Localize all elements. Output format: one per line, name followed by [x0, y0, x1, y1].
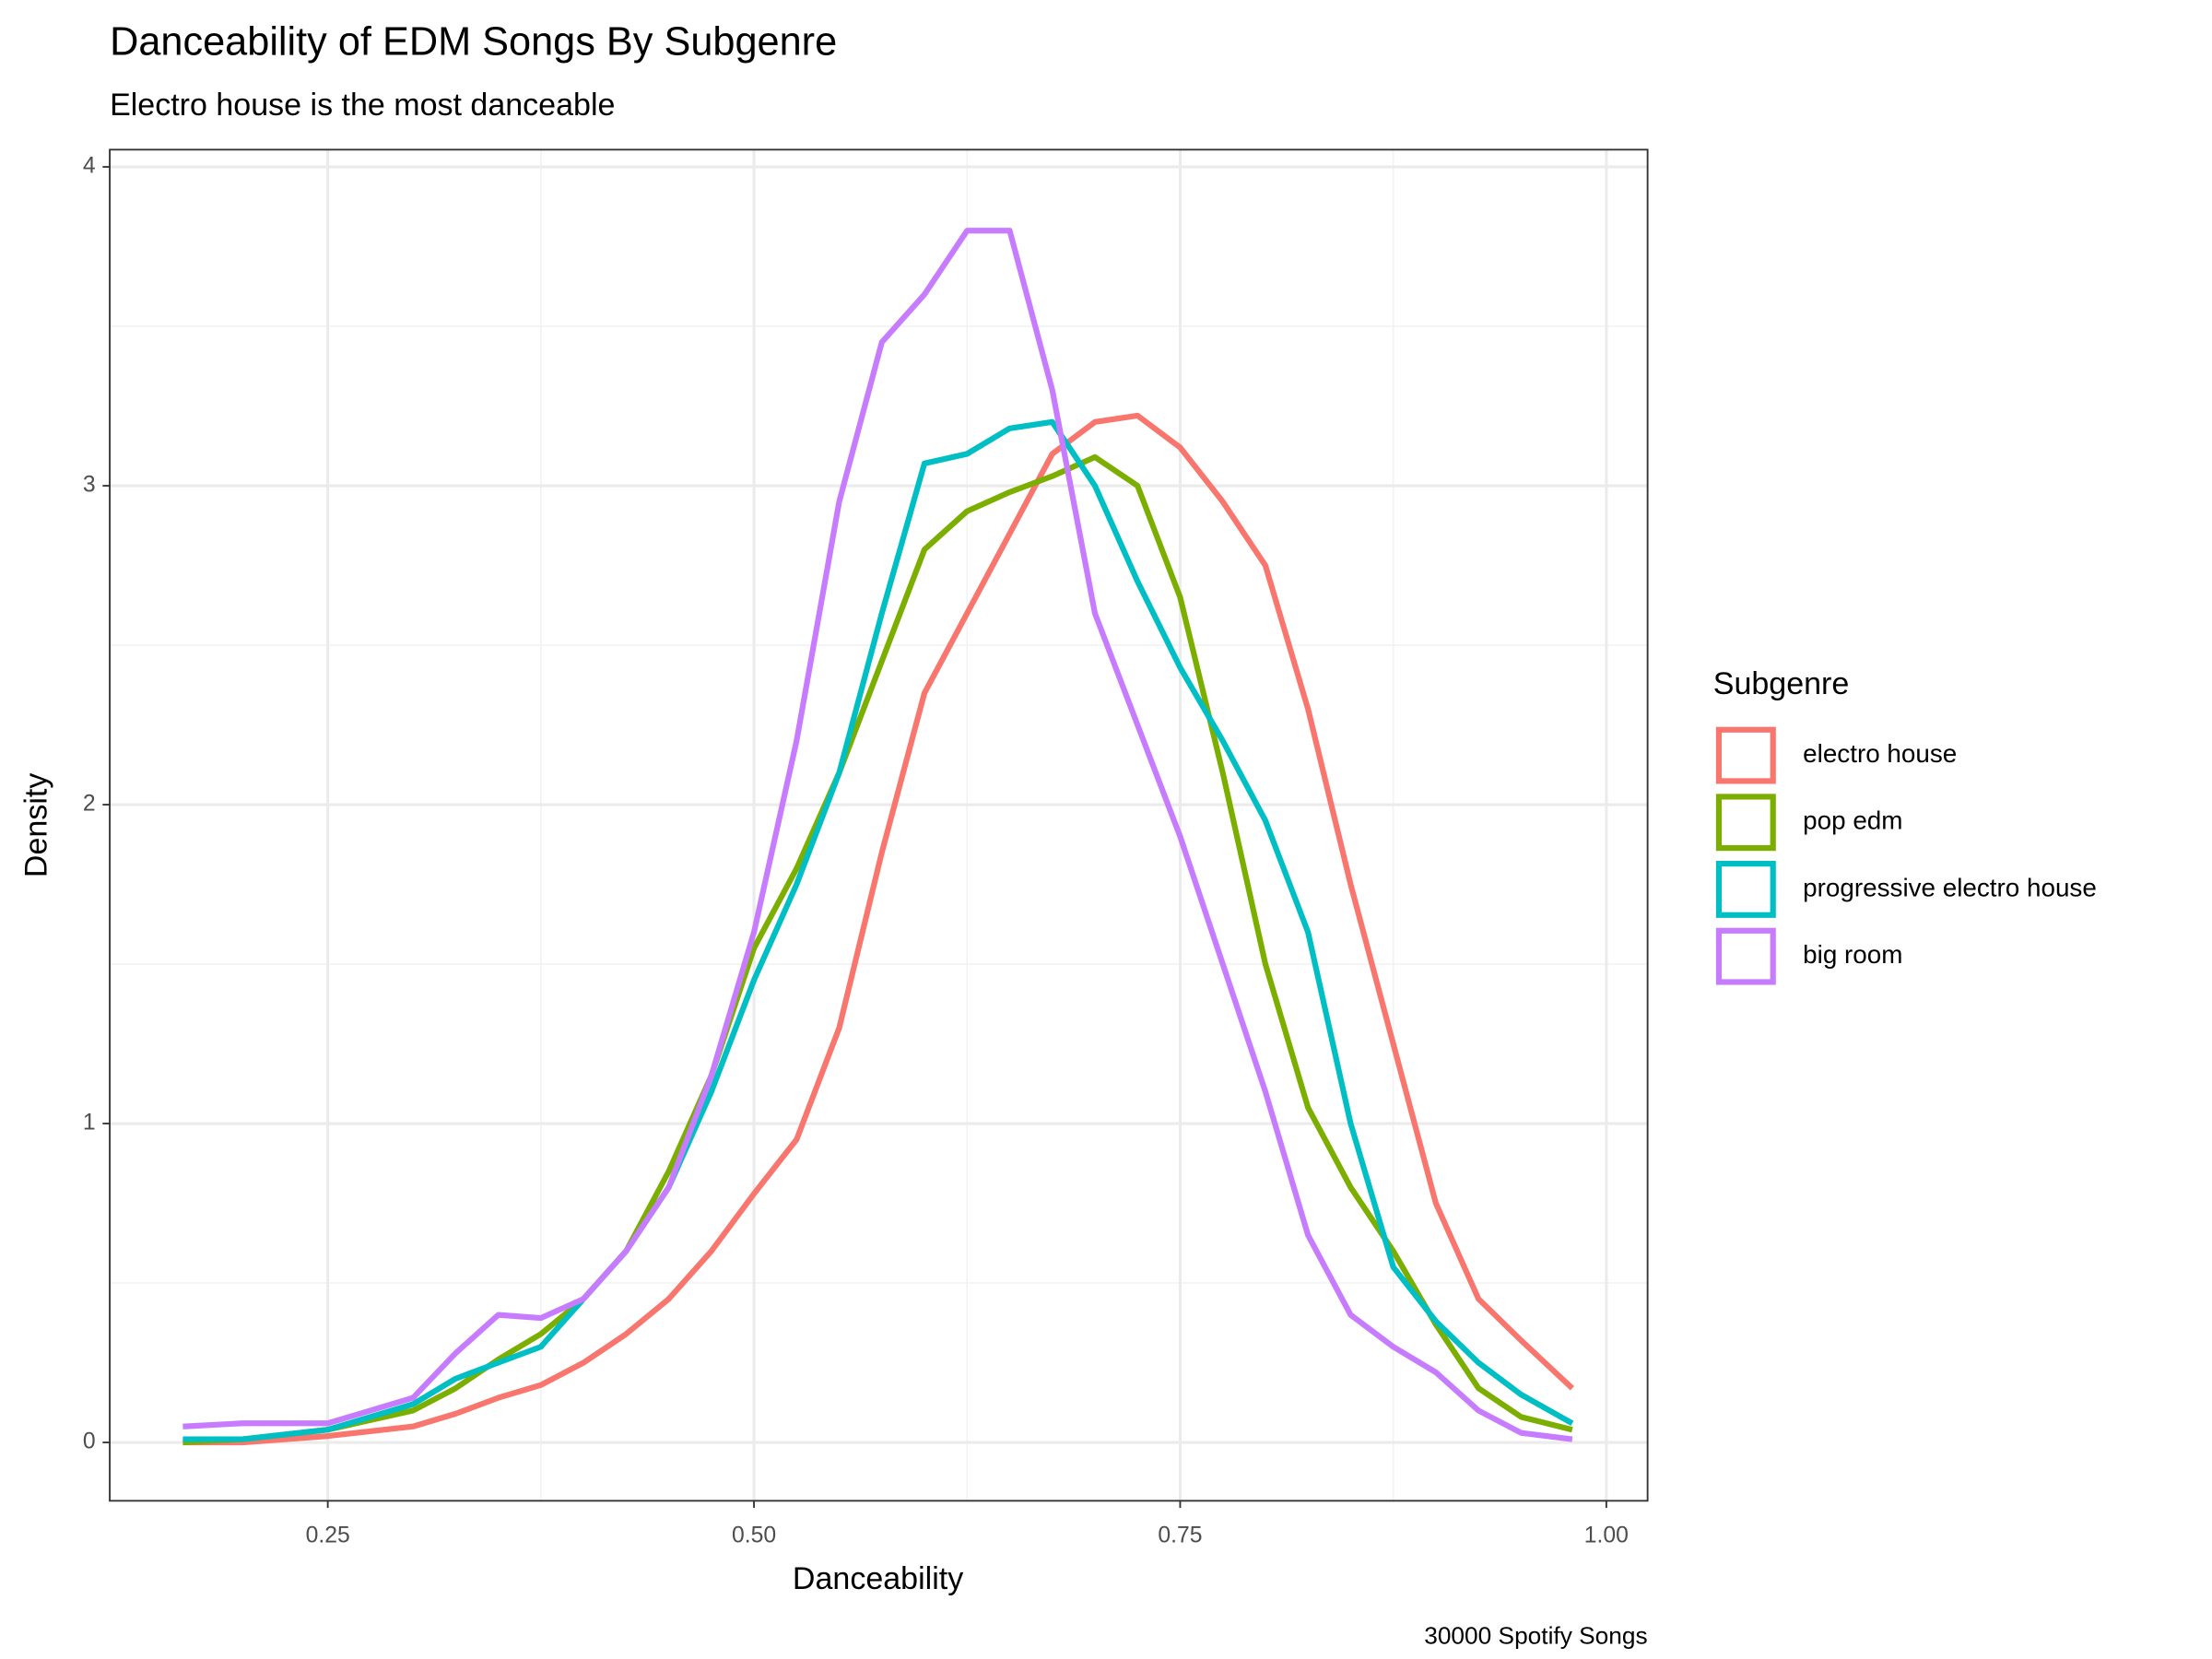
legend-label: electro house — [1803, 739, 1957, 768]
x-tick-label: 0.50 — [732, 1524, 776, 1548]
legend-label: pop edm — [1803, 806, 1902, 835]
legend-label: progressive electro house — [1803, 873, 2097, 901]
grid — [110, 149, 1648, 1501]
legend-key — [1715, 726, 1776, 784]
y-tick-label: 4 — [83, 154, 96, 179]
y-tick-label: 1 — [83, 1111, 96, 1135]
legend-label: big room — [1803, 940, 1902, 969]
density-line — [182, 228, 1573, 1442]
legend-key — [1715, 861, 1776, 918]
y-tick-label: 2 — [83, 792, 96, 817]
chart-subtitle: Electro house is the most danceable — [110, 88, 615, 123]
density-line — [182, 412, 1574, 1446]
chart-title: Danceability of EDM Songs By Subgenre — [110, 19, 837, 64]
legend-key — [1715, 927, 1776, 985]
density-line — [182, 453, 1573, 1446]
panel-border — [109, 148, 1649, 1502]
legend-key — [1715, 794, 1776, 852]
legend: electro house pop edm progressive electro … — [1715, 726, 2097, 985]
plot-area — [182, 228, 1574, 1446]
y-tick-label: 3 — [83, 473, 96, 498]
caption: 30000 Spotify Songs — [1424, 1622, 1647, 1650]
y-axis-title: Density — [19, 773, 54, 877]
y-tick-label: 0 — [83, 1430, 96, 1454]
x-axis-title: Danceability — [793, 1561, 963, 1596]
axes: 0.25 0.50 0.75 1.00 0 1 2 3 4 — [83, 154, 1629, 1548]
x-tick-label: 0.75 — [1158, 1524, 1202, 1548]
density-line — [182, 418, 1574, 1442]
legend-title: Subgenre — [1713, 666, 1850, 701]
x-tick-label: 0.25 — [306, 1524, 350, 1548]
x-tick-label: 1.00 — [1584, 1524, 1629, 1548]
